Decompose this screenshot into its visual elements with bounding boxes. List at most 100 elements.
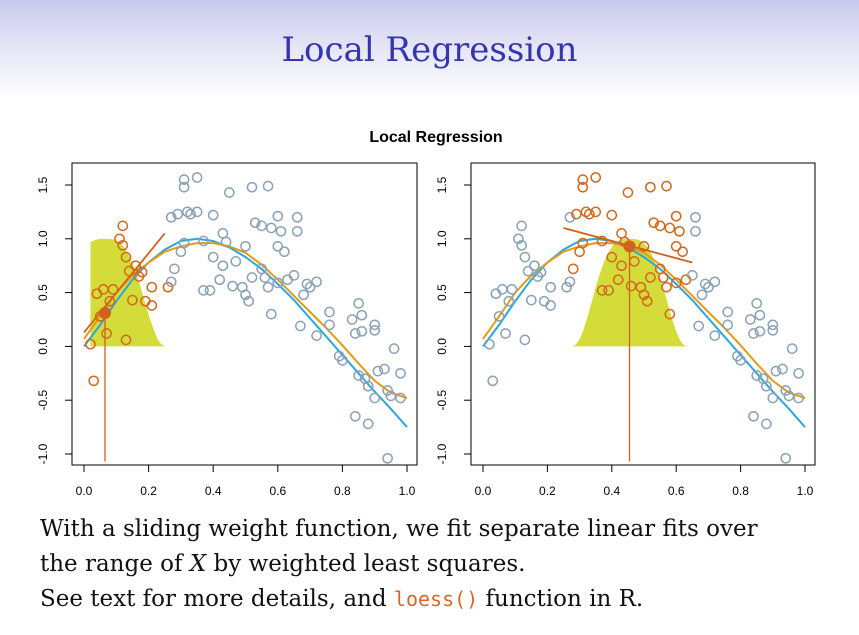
- right-panel: -1.0 -0.5 0.0 0.5 1.0 1.5 0.0 0.2 0.4 0.6 0.8 1.0: [435, 162, 816, 498]
- right-data-point: [703, 281, 714, 293]
- right-data-point: [786, 343, 798, 354]
- right-x-tick-label: 0.4: [603, 484, 620, 498]
- left-data-point: [353, 370, 364, 381]
- right-local-point: [641, 295, 653, 307]
- left-x-tick-label: 0.2: [140, 484, 157, 498]
- right-data-point: [484, 338, 495, 350]
- left-data-point: [395, 392, 406, 404]
- left-local-point: [85, 338, 96, 350]
- right-data-point: [522, 265, 534, 277]
- right-data-point: [748, 328, 759, 339]
- right-local-point: [577, 174, 589, 185]
- right-local-point: [645, 272, 656, 283]
- left-data-point: [362, 418, 374, 430]
- right-data-point: [751, 298, 763, 309]
- left-data-point: [207, 251, 219, 263]
- right-local-point: [571, 208, 582, 220]
- left-panel-y-axis: -1.0 -0.5 0.0 0.5 1.0 1.5: [36, 176, 73, 464]
- right-local-point: [596, 235, 608, 247]
- right-data-point: [690, 225, 701, 237]
- left-data-point: [185, 208, 196, 220]
- left-data-point: [311, 330, 322, 341]
- right-panel-local-layer: [563, 227, 693, 264]
- right-local-point: [645, 181, 656, 193]
- left-data-point: [240, 289, 251, 301]
- left-data-point: [220, 236, 232, 248]
- right-local-point: [674, 225, 685, 237]
- right-data-point: [767, 324, 779, 336]
- right-local-point: [657, 272, 669, 283]
- title-band: [0, 0, 859, 100]
- left-data-point: [385, 390, 397, 402]
- left-panel-points-layer: [85, 172, 406, 464]
- left-data-point: [298, 289, 309, 301]
- right-data-point: [793, 367, 804, 379]
- body-line-1: With a sliding weight function, we fit s…: [40, 512, 840, 547]
- right-data-point: [516, 220, 527, 232]
- local-regression-figure: Local Regression -1.0 -0.5 0.0 0.5 1.0 1.5 0.…: [36, 129, 816, 498]
- left-data-point: [356, 309, 368, 321]
- right-data-point: [735, 355, 746, 366]
- left-data-point: [372, 365, 384, 377]
- left-local-point: [117, 220, 129, 232]
- right-data-point: [709, 276, 721, 288]
- right-data-point: [516, 239, 527, 251]
- left-data-point: [230, 256, 242, 267]
- right-data-point: [754, 309, 766, 321]
- left-local-point: [101, 328, 112, 339]
- left-y-tick-label: 1.5: [36, 176, 50, 193]
- left-data-point: [178, 181, 190, 193]
- right-data-point: [780, 452, 792, 464]
- left-data-point: [198, 285, 209, 296]
- body-line-3-pre: See text for more details, and: [40, 586, 394, 612]
- right-data-point: [690, 211, 701, 223]
- left-data-point: [324, 306, 335, 318]
- right-local-point: [670, 277, 682, 289]
- right-local-point: [628, 256, 640, 267]
- left-data-point: [379, 363, 390, 375]
- right-local-point: [606, 251, 618, 263]
- right-y-tick-label: -0.5: [435, 390, 449, 411]
- right-data-point: [722, 319, 734, 331]
- left-y-tick-label: 0.0: [36, 338, 50, 355]
- left-data-point: [369, 392, 381, 404]
- variable-x: X: [189, 551, 207, 577]
- right-local-point: [590, 206, 602, 218]
- left-data-point: [256, 220, 267, 232]
- left-data-point: [191, 206, 203, 218]
- right-data-point: [751, 370, 763, 381]
- left-local-fit-line: [83, 232, 166, 333]
- left-data-point: [165, 211, 177, 223]
- body-line-2: the range of X by weighted least squares…: [40, 547, 840, 582]
- right-local-point: [606, 209, 618, 221]
- right-data-point: [545, 281, 556, 293]
- left-data-point: [291, 225, 303, 237]
- right-data-point: [761, 418, 772, 430]
- left-data-point: [369, 324, 381, 336]
- right-data-point: [754, 325, 766, 337]
- right-x-tick-label: 0.2: [539, 484, 556, 498]
- chart-title: Local Regression: [369, 129, 502, 146]
- left-data-point: [388, 343, 400, 354]
- left-data-point: [207, 209, 219, 221]
- left-y-tick-label: 0.5: [36, 284, 50, 301]
- left-data-point: [178, 174, 190, 185]
- left-data-point: [382, 385, 393, 396]
- left-data-point: [172, 208, 184, 220]
- right-local-point: [654, 220, 666, 232]
- left-data-point: [346, 314, 358, 325]
- left-data-point: [291, 211, 303, 223]
- left-x-tick-label: 0.6: [269, 484, 286, 498]
- left-data-point: [198, 235, 209, 247]
- right-local-point: [661, 281, 672, 293]
- right-x-tick-label: 0.8: [732, 484, 749, 498]
- right-panel-frame-layer: [470, 162, 816, 466]
- right-y-tick-label: 1.5: [435, 176, 449, 193]
- left-data-point: [275, 225, 287, 237]
- left-data-point: [337, 355, 348, 366]
- left-x-tick-label: 0.4: [205, 484, 222, 498]
- right-data-point: [761, 380, 772, 392]
- right-local-point: [661, 180, 672, 192]
- right-data-point: [506, 284, 518, 295]
- left-local-point: [146, 281, 158, 293]
